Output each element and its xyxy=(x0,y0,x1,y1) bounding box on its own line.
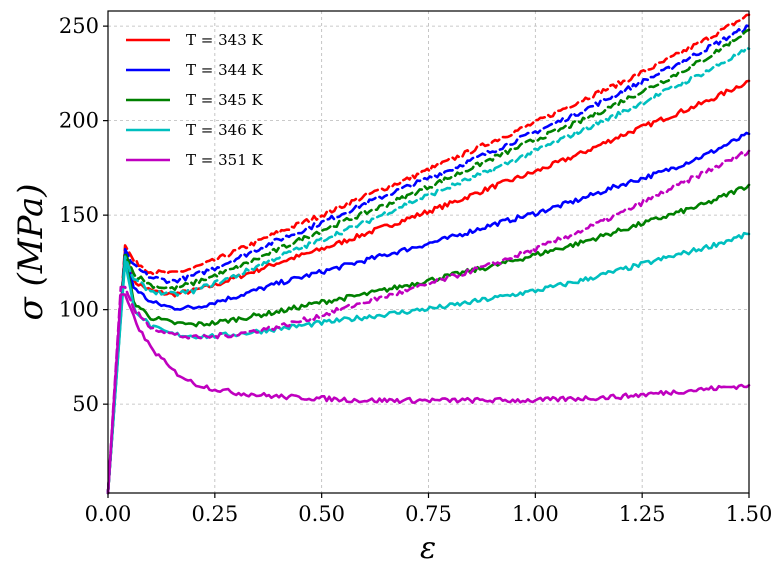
y-tick-label: 100 xyxy=(59,298,99,322)
legend: T = 343 K T = 344 K T = 345 K T = 346 K T = … xyxy=(126,31,264,169)
legend-label: T = 345 K xyxy=(186,91,264,109)
y-tick-label: 200 xyxy=(59,109,99,133)
x-tick-label: 0.25 xyxy=(191,502,238,526)
y-tick-label: 50 xyxy=(72,392,99,416)
x-tick-label: 1.25 xyxy=(619,502,666,526)
series-line-10-dashed xyxy=(106,149,751,495)
legend-label: T = 351 K xyxy=(186,151,264,169)
legend-label: T = 346 K xyxy=(186,121,264,139)
legend-label: T = 344 K xyxy=(186,61,264,79)
series-layer xyxy=(106,13,751,495)
y-tick-label: 250 xyxy=(59,14,99,38)
axis-ticks: 0.00 0.25 0.50 0.75 1.00 1.25 1.50 50 100 150 200 2… xyxy=(59,14,772,526)
x-tick-label: 0.00 xyxy=(85,502,132,526)
series-line-9-solid xyxy=(106,293,751,495)
x-tick-label: 0.75 xyxy=(405,502,452,526)
series-line-2-dashed xyxy=(106,13,751,495)
x-axis-label: ε xyxy=(420,531,436,566)
y-tick-label: 150 xyxy=(59,203,99,227)
series-line-4-dashed xyxy=(106,24,751,495)
x-tick-label: 1.50 xyxy=(726,502,773,526)
x-tick-label: 0.50 xyxy=(298,502,345,526)
series-line-3-solid xyxy=(106,131,751,495)
series-line-6-dashed xyxy=(106,28,751,495)
y-axis-label: σ (MPa) xyxy=(11,184,51,321)
x-tick-label: 1.00 xyxy=(512,502,559,526)
series-line-1-solid xyxy=(106,79,751,495)
legend-label: T = 343 K xyxy=(186,31,264,49)
series-line-5-solid xyxy=(106,183,751,495)
series-line-8-dashed xyxy=(106,46,751,495)
